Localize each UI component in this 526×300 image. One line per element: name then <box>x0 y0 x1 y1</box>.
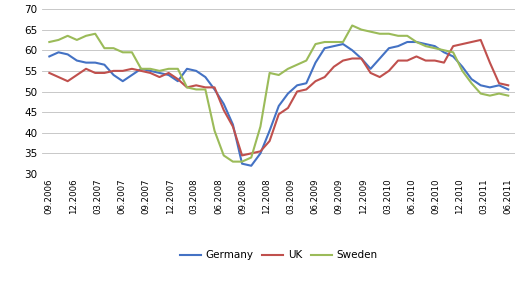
UK <box>478 38 484 42</box>
UK <box>193 83 199 87</box>
Legend: Germany, UK, Sweden: Germany, UK, Sweden <box>176 246 382 265</box>
Sweden <box>193 88 199 91</box>
Germany <box>46 55 53 58</box>
UK <box>147 71 154 75</box>
Germany <box>193 69 199 73</box>
Sweden <box>184 85 190 89</box>
Sweden <box>46 40 53 44</box>
Sweden <box>349 24 356 27</box>
UK <box>184 85 190 89</box>
Germany <box>496 83 502 87</box>
UK <box>386 69 392 73</box>
Sweden <box>147 67 154 70</box>
UK <box>239 154 245 157</box>
Line: UK: UK <box>49 40 508 155</box>
Sweden <box>230 160 236 164</box>
Sweden <box>496 92 502 95</box>
Line: Germany: Germany <box>49 42 508 166</box>
Sweden <box>395 34 401 38</box>
UK <box>358 57 365 60</box>
Line: Sweden: Sweden <box>49 26 508 162</box>
UK <box>46 71 53 75</box>
Germany <box>248 164 255 167</box>
Germany <box>358 57 365 60</box>
Sweden <box>505 94 511 98</box>
UK <box>505 83 511 87</box>
Germany <box>147 69 154 73</box>
Germany <box>386 46 392 50</box>
Sweden <box>367 30 373 34</box>
UK <box>496 81 502 85</box>
Germany <box>505 88 511 91</box>
Germany <box>404 40 410 44</box>
Germany <box>184 67 190 70</box>
